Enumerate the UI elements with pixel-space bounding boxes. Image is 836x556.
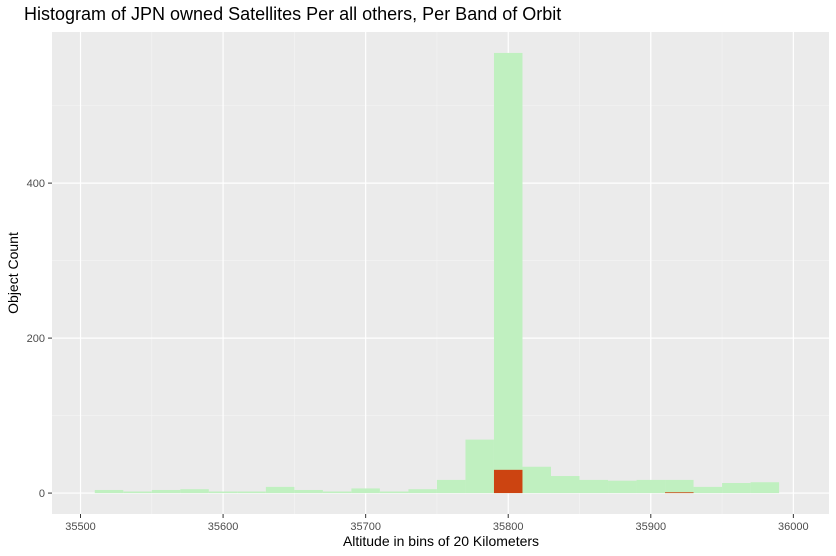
bar-series-1 (693, 486, 723, 494)
bar-series-1 (522, 466, 551, 494)
chart-title: Histogram of JPN owned Satellites Per al… (24, 4, 561, 24)
bar-series-1 (294, 489, 323, 494)
grid-minor (52, 32, 829, 514)
bar-series-1 (408, 489, 437, 494)
bar-series-2 (493, 469, 523, 494)
bar-series-1 (550, 476, 580, 494)
bar-series-1 (465, 439, 494, 494)
bar-series-1 (436, 479, 466, 494)
bars (94, 52, 780, 494)
bar-series-1 (322, 491, 352, 494)
x-tick-label: 36000 (778, 521, 809, 533)
bar-series-1 (94, 489, 124, 494)
x-tick-label: 35700 (350, 521, 381, 533)
bar-series-1 (265, 486, 295, 494)
y-axis: 0 200 400 (27, 178, 52, 500)
bar-series-2 (665, 492, 694, 494)
y-tick-label: 0 (39, 488, 45, 500)
bar-series-1 (579, 479, 609, 494)
x-axis-title: Altitude in bins of 20 Kilometers (343, 533, 539, 549)
bar-series-1 (665, 479, 694, 494)
x-tick-label: 35600 (208, 521, 239, 533)
bar-series-1 (123, 491, 152, 494)
bar-series-1 (608, 480, 637, 494)
bar-series-1 (351, 488, 380, 494)
bar-series-1 (722, 483, 751, 494)
bar-series-1 (208, 491, 238, 494)
y-tick-label: 400 (27, 178, 45, 190)
bar-series-1 (151, 489, 181, 494)
bar-series-1 (750, 482, 780, 494)
bar-series-1 (237, 491, 266, 494)
bar-series-1 (379, 491, 409, 494)
plot-panel (52, 32, 829, 514)
y-tick-label: 200 (27, 333, 45, 345)
x-tick-label: 35500 (65, 521, 96, 533)
bar-series-1 (636, 479, 666, 494)
y-axis-title: Object Count (5, 232, 21, 314)
x-axis: 35500 35600 35700 35800 35900 36000 (65, 514, 809, 533)
x-tick-label: 35800 (493, 521, 524, 533)
bar-series-1 (493, 52, 523, 494)
x-tick-label: 35900 (635, 521, 666, 533)
bar-series-1 (180, 489, 209, 494)
